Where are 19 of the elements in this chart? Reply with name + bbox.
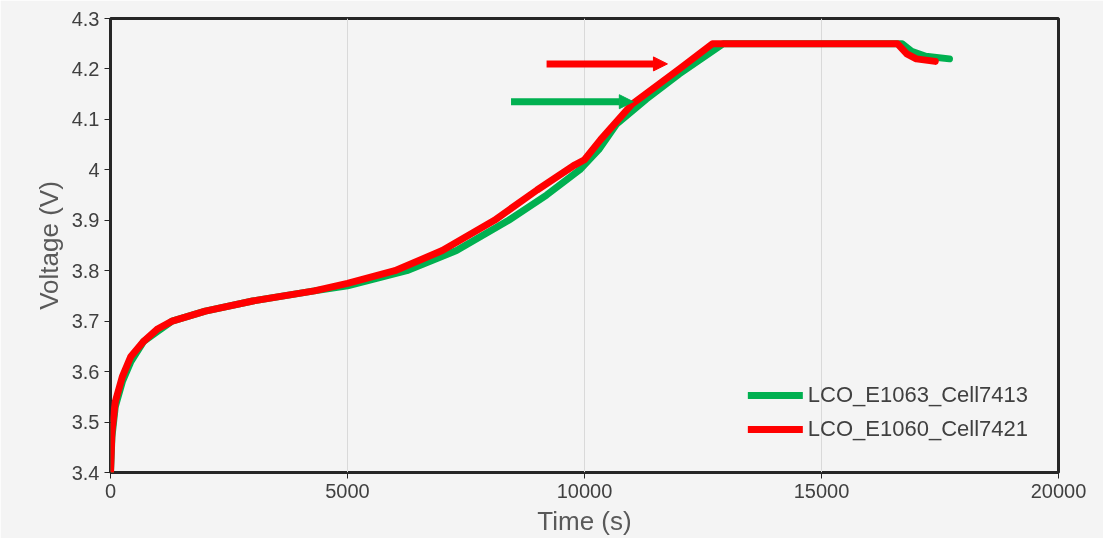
y-tick-label: 3.9 (71, 209, 100, 232)
legend-label: LCO_E1060_Cell7421 (807, 416, 1028, 442)
y-tick-label: 3.8 (71, 259, 100, 282)
x-axis-title: Time (s) (537, 505, 632, 536)
x-tick-label: 5000 (325, 479, 370, 502)
x-tick-label: 20000 (1030, 479, 1087, 502)
y-tick-label: 3.6 (71, 360, 100, 383)
y-tick-label: 4.3 (71, 7, 100, 30)
y-tick-label: 3.5 (71, 411, 100, 434)
y-tick-label: 4.2 (71, 57, 100, 80)
y-tick-label: 4.1 (71, 108, 100, 131)
x-tick-label: 0 (104, 479, 117, 502)
y-tick-label: 3.7 (71, 310, 100, 333)
y-tick-label: 4 (88, 158, 100, 181)
y-tick-label: 3.4 (71, 461, 100, 484)
x-tick-label: 15000 (793, 479, 850, 502)
legend-label: LCO_E1063_Cell7413 (807, 382, 1028, 408)
y-axis-title: Voltage (V) (33, 181, 64, 310)
x-tick-label: 10000 (556, 479, 613, 502)
